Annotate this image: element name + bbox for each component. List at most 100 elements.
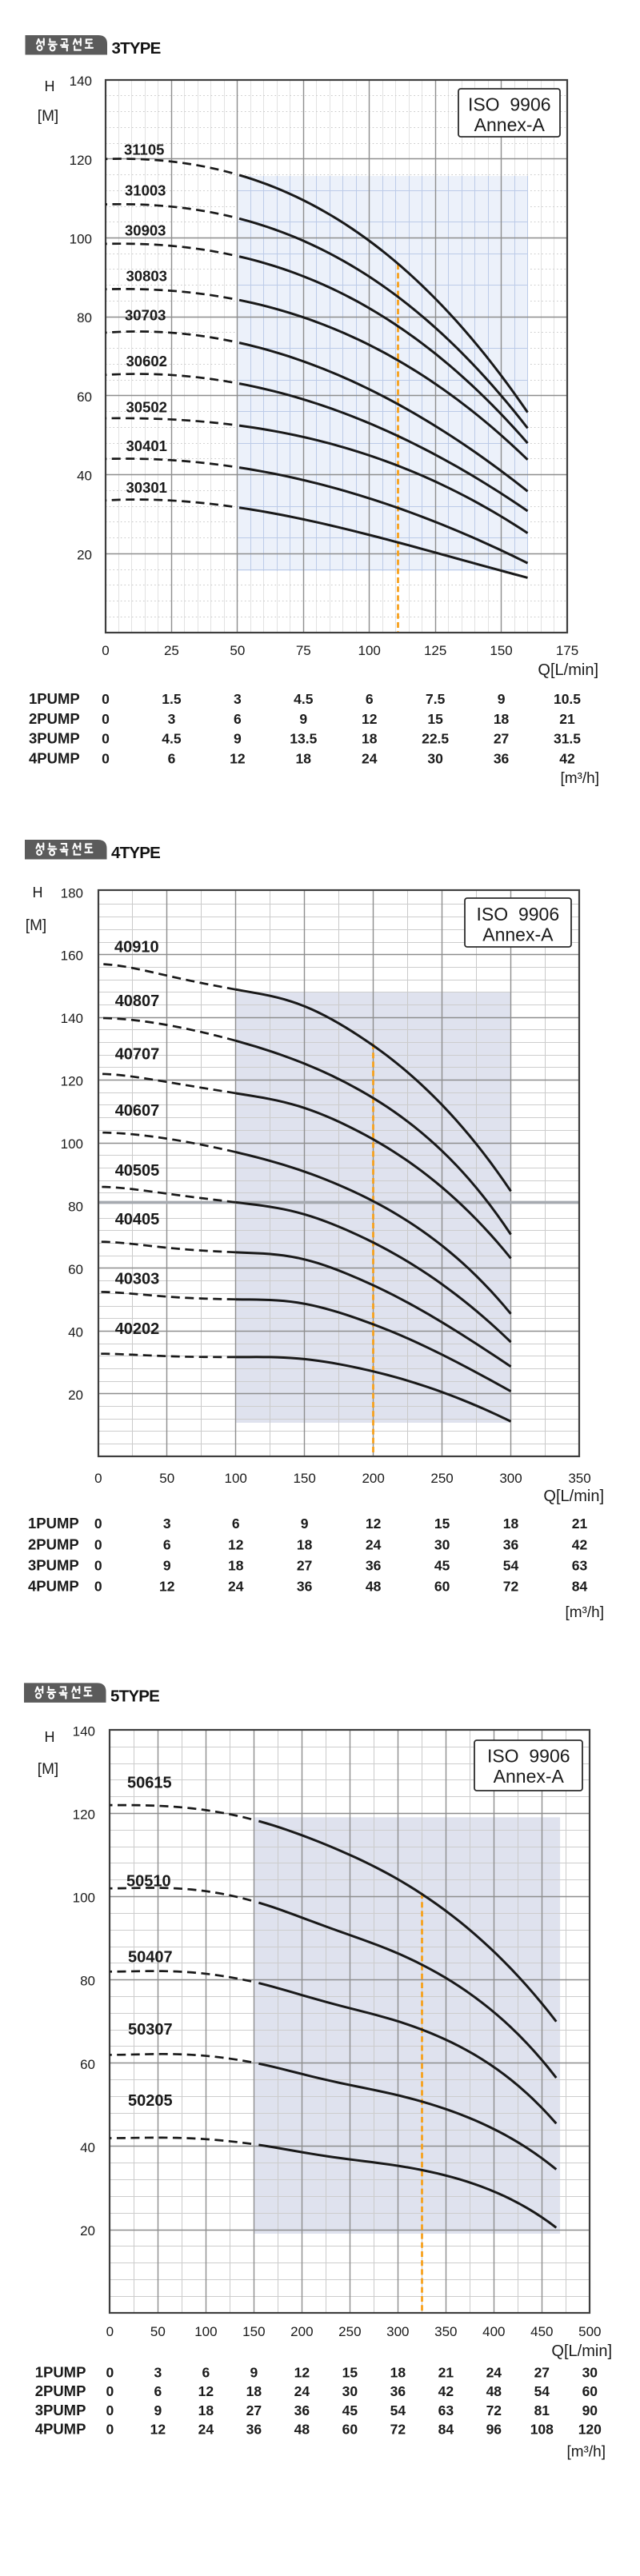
- svg-text:2PUMP: 2PUMP: [29, 710, 80, 727]
- svg-text:48: 48: [366, 1579, 382, 1595]
- svg-text:42: 42: [559, 751, 575, 767]
- svg-text:100: 100: [225, 1471, 247, 1486]
- svg-text:30903: 30903: [125, 222, 166, 239]
- svg-text:ISO 9906: ISO 9906: [468, 94, 551, 115]
- svg-text:Q[L/min]: Q[L/min]: [538, 661, 598, 679]
- svg-text:18: 18: [362, 731, 378, 747]
- svg-text:450: 450: [530, 2324, 553, 2339]
- svg-text:3PUMP: 3PUMP: [29, 730, 80, 747]
- svg-text:0: 0: [102, 731, 110, 747]
- svg-text:84: 84: [438, 2422, 454, 2438]
- svg-text:24: 24: [366, 1536, 382, 1552]
- svg-text:31105: 31105: [124, 142, 164, 158]
- svg-text:4PUMP: 4PUMP: [28, 1578, 79, 1595]
- svg-text:100: 100: [61, 1136, 83, 1152]
- svg-text:42: 42: [438, 2383, 454, 2399]
- svg-text:18: 18: [503, 1516, 519, 1532]
- svg-text:50407: 50407: [128, 1948, 173, 1966]
- svg-text:25: 25: [164, 643, 179, 658]
- svg-text:36: 36: [294, 2402, 310, 2418]
- svg-text:Annex-A: Annex-A: [474, 114, 546, 135]
- svg-text:9: 9: [234, 731, 242, 747]
- svg-text:40910: 40910: [114, 939, 159, 957]
- svg-text:4PUMP: 4PUMP: [35, 2421, 86, 2438]
- svg-text:30401: 30401: [126, 437, 167, 454]
- svg-text:18: 18: [390, 2364, 406, 2380]
- svg-text:5TYPE: 5TYPE: [110, 1687, 159, 1705]
- svg-text:0: 0: [106, 2422, 114, 2438]
- svg-text:3: 3: [234, 691, 242, 707]
- svg-text:500: 500: [578, 2324, 601, 2339]
- svg-text:30: 30: [434, 1536, 450, 1552]
- svg-text:0: 0: [94, 1471, 102, 1486]
- svg-text:20: 20: [77, 547, 92, 562]
- svg-text:48: 48: [486, 2383, 502, 2399]
- svg-text:15: 15: [434, 1516, 450, 1532]
- svg-text:72: 72: [503, 1579, 519, 1595]
- svg-text:9: 9: [299, 711, 307, 727]
- svg-text:18: 18: [228, 1558, 244, 1574]
- svg-text:100: 100: [194, 2324, 217, 2339]
- svg-text:30: 30: [427, 751, 443, 767]
- svg-text:3: 3: [154, 2364, 162, 2380]
- svg-text:24: 24: [294, 2383, 310, 2399]
- svg-text:30502: 30502: [126, 399, 167, 416]
- svg-text:H: H: [33, 885, 43, 901]
- svg-text:27: 27: [534, 2364, 550, 2380]
- svg-text:24: 24: [198, 2422, 214, 2438]
- svg-text:1PUMP: 1PUMP: [35, 2363, 86, 2380]
- svg-text:0: 0: [106, 2383, 114, 2399]
- svg-text:9: 9: [163, 1558, 171, 1574]
- svg-text:12: 12: [366, 1516, 382, 1532]
- svg-text:22.5: 22.5: [422, 731, 449, 747]
- svg-text:12: 12: [198, 2383, 214, 2399]
- svg-text:4PUMP: 4PUMP: [29, 750, 80, 767]
- svg-text:7.5: 7.5: [426, 691, 446, 707]
- svg-text:0: 0: [106, 2402, 114, 2418]
- svg-text:4.5: 4.5: [294, 691, 314, 707]
- svg-text:40: 40: [68, 1324, 83, 1340]
- svg-text:60: 60: [342, 2422, 358, 2438]
- svg-text:75: 75: [296, 643, 311, 658]
- svg-text:[m³/h]: [m³/h]: [565, 1604, 604, 1621]
- svg-text:15: 15: [427, 711, 443, 727]
- svg-text:12: 12: [228, 1536, 244, 1552]
- svg-text:[M]: [M]: [26, 917, 46, 934]
- svg-text:3TYPE: 3TYPE: [112, 39, 161, 58]
- svg-text:12: 12: [294, 2364, 310, 2380]
- svg-text:140: 140: [61, 1011, 83, 1026]
- svg-text:80: 80: [68, 1200, 83, 1215]
- svg-text:36: 36: [503, 1536, 519, 1552]
- svg-text:0: 0: [94, 1536, 102, 1552]
- svg-text:54: 54: [503, 1558, 519, 1574]
- svg-text:350: 350: [568, 1471, 590, 1486]
- svg-text:40807: 40807: [115, 992, 160, 1010]
- svg-text:2PUMP: 2PUMP: [35, 2382, 86, 2399]
- svg-text:[M]: [M]: [38, 108, 58, 125]
- svg-text:50: 50: [230, 643, 245, 658]
- svg-text:3PUMP: 3PUMP: [28, 1557, 79, 1574]
- svg-text:72: 72: [486, 2402, 502, 2418]
- svg-text:120: 120: [70, 153, 92, 168]
- svg-text:20: 20: [80, 2223, 95, 2239]
- svg-text:63: 63: [572, 1558, 588, 1574]
- svg-text:40707: 40707: [115, 1045, 160, 1063]
- svg-text:ISO 9906: ISO 9906: [487, 1746, 570, 1767]
- svg-text:40405: 40405: [115, 1211, 160, 1228]
- svg-text:40303: 40303: [115, 1271, 160, 1288]
- svg-text:150: 150: [293, 1471, 315, 1486]
- svg-text:30703: 30703: [125, 307, 166, 324]
- svg-text:54: 54: [390, 2402, 406, 2418]
- svg-text:0: 0: [94, 1516, 102, 1532]
- svg-text:1PUMP: 1PUMP: [29, 690, 80, 707]
- svg-text:0: 0: [102, 691, 110, 707]
- svg-text:3: 3: [163, 1516, 171, 1532]
- svg-text:12: 12: [150, 2422, 166, 2438]
- svg-text:0: 0: [106, 2364, 114, 2380]
- svg-text:250: 250: [338, 2324, 361, 2339]
- svg-text:160: 160: [61, 949, 83, 964]
- svg-text:18: 18: [296, 751, 312, 767]
- svg-text:300: 300: [499, 1471, 522, 1486]
- svg-text:50: 50: [159, 1471, 174, 1486]
- svg-text:Q[L/min]: Q[L/min]: [543, 1488, 604, 1505]
